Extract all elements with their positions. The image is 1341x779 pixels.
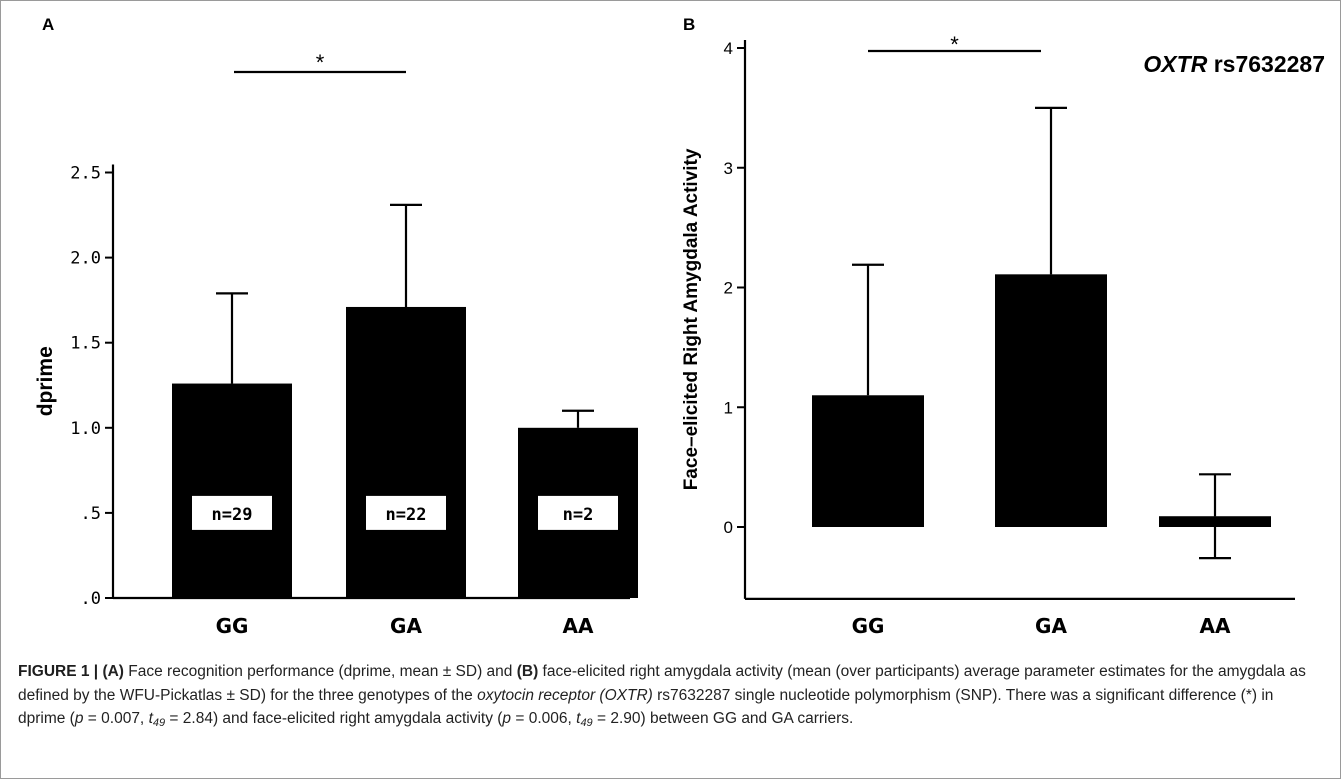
panel-b-bar [812, 395, 924, 527]
panel-a-letter: A [42, 15, 54, 34]
panel-a-n-label-box [538, 495, 618, 530]
panel-b-y-tick-label: 1 [724, 398, 733, 417]
panel-b-y-tick-label: 4 [724, 39, 733, 58]
caption-df2: 49 [580, 717, 593, 729]
panel-b-y-tick-label: 3 [724, 159, 733, 178]
caption-p2-var: p [502, 710, 512, 727]
caption-t1-value: = 2.84) and face-elicited right amygdala… [165, 710, 503, 727]
caption-t2-value: = 2.90) between GG and GA carriers. [592, 710, 854, 727]
panel-b-y-tick-label: 2 [724, 279, 733, 298]
panel-a-n-label: n=2 [563, 505, 594, 525]
caption-panel-a-ref: (A) [102, 663, 124, 680]
panel-b-title: OXTR rs7632287 [1143, 51, 1325, 77]
panel-a-n-label-box [192, 495, 272, 530]
panel-a-n-label-box [366, 495, 446, 530]
caption-t1-var: t [148, 710, 153, 727]
panel-b-category-label: GG [852, 614, 885, 638]
panel-b-category-label: AA [1200, 614, 1231, 638]
caption-heading: FIGURE 1 | [18, 663, 103, 680]
caption-text-2: face-elicited right amygdala activity (m… [18, 663, 1306, 704]
caption-p1-value: = 0.007, [83, 710, 149, 727]
figure-charts: A.0.51.01.52.02.5dprimeGGn=29GAn=22AAn=2… [34, 15, 1325, 638]
panel-a-bar [172, 383, 292, 598]
panel-a-category-label: AA [563, 614, 594, 638]
panel-a-y-axis-label: dprime [34, 346, 57, 416]
caption-gene-name: oxytocin receptor (OXTR) [477, 686, 653, 704]
figure-caption: FIGURE 1 | (A) Face recognition performa… [18, 660, 1318, 731]
caption-panel-b-ref: (B) [516, 663, 539, 680]
panel-a-y-tick-label: 2.0 [70, 249, 101, 269]
caption-text-1: Face recognition performance (dprime, me… [123, 663, 517, 680]
caption-t2-var: t [576, 710, 581, 727]
panel-a-category-label: GG [216, 614, 249, 638]
caption-p1-var: p [74, 710, 84, 727]
panel-a-y-tick-label: 1.0 [70, 419, 101, 439]
panel-a-y-tick-label: .5 [81, 504, 101, 524]
caption-text-3: rs7632287 single nucleotide polymorphism… [18, 686, 1274, 728]
panel-b-significance-marker: * [950, 32, 959, 57]
panel-a-y-tick-label: 2.5 [70, 164, 101, 184]
panel-a-bar [346, 306, 466, 598]
caption-df1: 49 [152, 717, 166, 729]
panel-b-category-label: GA [1035, 614, 1067, 638]
panel-b-letter: B [683, 15, 695, 34]
panel-a-significance-marker: * [316, 50, 325, 75]
panel-b-y-axis-label: Face–elicited Right Amygdala Activity [681, 148, 702, 490]
panel-a-n-label: n=29 [212, 505, 253, 525]
panel-a-n-label: n=22 [386, 505, 427, 525]
panel-b-bar [995, 274, 1107, 527]
panel-a-y-tick-label: .0 [81, 589, 101, 609]
panel-b-y-tick-label: 0 [724, 518, 733, 537]
caption-p2-value: = 0.006, [511, 710, 577, 727]
panel-a-y-tick-label: 1.5 [70, 334, 101, 354]
panel-a-category-label: GA [390, 614, 422, 638]
